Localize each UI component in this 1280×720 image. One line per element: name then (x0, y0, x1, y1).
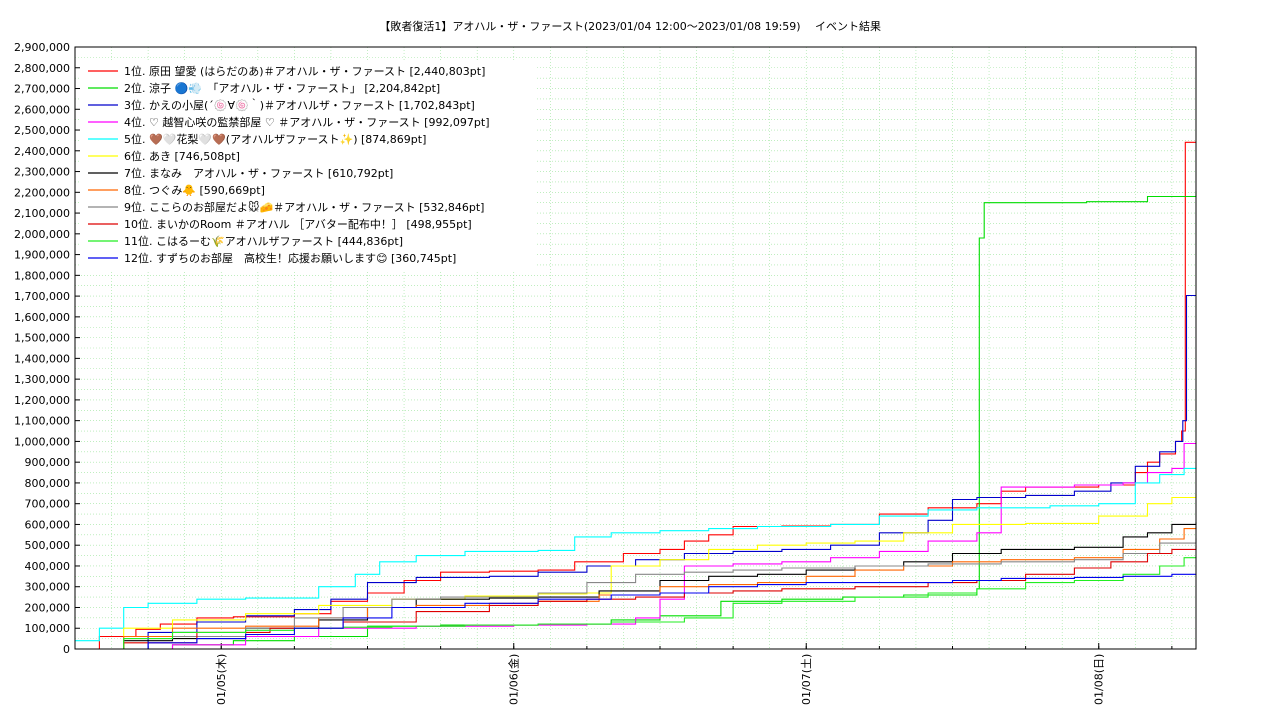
series-line-12 (75, 573, 1197, 650)
series-line-11 (75, 556, 1197, 650)
series-line-7 (75, 522, 1197, 650)
y-tick-label: 2,200,000 (14, 186, 70, 199)
series-lines (75, 141, 1197, 650)
legend: 1位. 原田 望愛 (はらだのあ)＃アオハル・ザ・ファースト [2,440,80… (80, 60, 535, 272)
series-line-5 (75, 467, 1197, 642)
legend-entry: 11位. こはるーむ🌾アオハルザファースト [444,836pt] (124, 234, 403, 248)
legend-entry: 12位. すずちのお部屋 高校生！応援お願いします😊 [360,745pt] (124, 251, 456, 265)
legend-entry: 5位. 🤎🤍花梨🤍🤎(アオハルザファースト✨) [874,869pt] (124, 132, 426, 146)
legend-entry: 8位. つぐみ🐥 [590,669pt] (124, 183, 265, 197)
series-line-6 (75, 494, 1197, 650)
y-tick-label: 1,000,000 (14, 435, 70, 448)
legend-entry: 4位. ♡ 越智心咲の監禁部屋 ♡ ＃アオハル・ザ・ファースト [992,097… (124, 115, 490, 129)
legend-entry: 3位. かえの小屋(´🍥∀🍥｀)＃アオハルザ・ファースト [1,702,843p… (124, 97, 475, 112)
y-tick-label: 700,000 (25, 498, 71, 511)
plot-frame (74, 46, 1197, 650)
legend-entry: 6位. あき [746,508pt] (124, 149, 240, 163)
y-tick-label: 400,000 (25, 560, 71, 573)
y-tick-label: 1,900,000 (14, 249, 70, 262)
y-tick-label: 2,000,000 (14, 228, 70, 241)
x-tick-label: 01/08(日) (1093, 654, 1106, 705)
y-tick-label: 200,000 (25, 601, 71, 614)
y-tick-label: 1,200,000 (14, 394, 70, 407)
legend-entry: 10位. まいかのRoom ＃アオハル ［アバター配布中！］ [498,955p… (124, 217, 472, 231)
y-tick-label: 800,000 (25, 477, 71, 490)
series-line-3 (75, 294, 1196, 650)
x-tick-label: 01/05(木) (215, 654, 228, 705)
y-tick-label: 1,400,000 (14, 352, 70, 365)
y-axis: 0 100,000 200,000 300,000 400,000 500,000 600,… (14, 41, 80, 656)
y-tick-label: 2,600,000 (14, 103, 70, 116)
legend-entry: 7位. まなみ アオハル・ザ・ファースト [610,792pt] (124, 166, 393, 180)
chart-title: 【敗者復活1】アオハル・ザ・ファースト(2023/01/04 12:00〜202… (379, 19, 800, 33)
y-tick-label: 900,000 (25, 456, 71, 469)
x-tick-label: 01/07(土) (800, 654, 813, 705)
y-tick-label: 1,100,000 (14, 415, 70, 428)
y-tick-label: 500,000 (25, 539, 71, 552)
y-tick-label: 2,800,000 (14, 62, 70, 75)
y-tick-label: 600,000 (25, 518, 71, 531)
series-line-1 (75, 141, 1196, 650)
y-tick-label: 2,500,000 (14, 124, 70, 137)
y-tick-label: 2,700,000 (14, 83, 70, 96)
y-tick-label: 2,300,000 (14, 166, 70, 179)
y-tick-label: 2,900,000 (14, 41, 70, 54)
y-tick-label: 100,000 (25, 622, 71, 635)
y-tick-label: 1,600,000 (14, 311, 70, 324)
chart-subtitle: イベント結果 (815, 19, 881, 33)
legend-box (80, 60, 535, 272)
y-tick-label: 0 (63, 643, 70, 656)
y-tick-label: 2,100,000 (14, 207, 70, 220)
y-tick-label: 1,700,000 (14, 290, 70, 303)
series-line-8 (75, 526, 1197, 650)
legend-entry: 9位. ここらのお部屋だよ🐭🧀＃アオハル・ザ・ファースト [532,846pt] (124, 200, 484, 214)
x-tick-label: 01/06(金) (507, 654, 521, 705)
legend-entry: 1位. 原田 望愛 (はらだのあ)＃アオハル・ザ・ファースト [2,440,80… (124, 64, 485, 78)
legend-entry: 2位. 涼子 🔵💨 「アオハル・ザ・ファースト」 [2,204,842pt] (124, 81, 440, 95)
y-tick-label: 1,800,000 (14, 269, 70, 282)
x-axis: 01/05(木) 01/06(金) 01/07(土) 01/08(日) (147, 643, 1173, 705)
y-tick-label: 1,300,000 (14, 373, 70, 386)
y-tick-label: 2,400,000 (14, 145, 70, 158)
y-tick-label: 300,000 (25, 581, 71, 594)
y-tick-label: 1,500,000 (14, 332, 70, 345)
